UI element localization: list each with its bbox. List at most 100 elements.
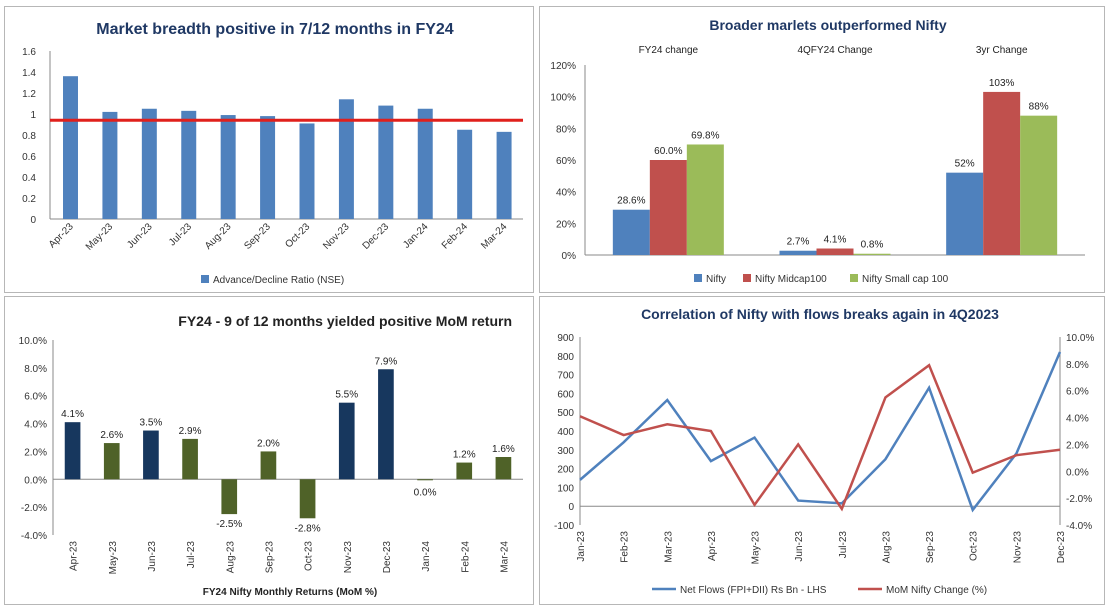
y-tick-label: 1.4 [22,68,36,79]
x-tick-label: Jun-23 [147,541,158,572]
legend: Net Flows (FPI+DII) Rs Bn - LHS MoM Nift… [652,585,987,596]
x-tick-label: Sep-23 [264,541,275,574]
bar-dec-23 [378,369,394,480]
x-tick-label: Jun-23 [125,221,155,251]
chart-title: Correlation of Nifty with flows breaks a… [641,306,999,322]
data-label: 1.6% [492,444,515,455]
x-tick-label: Jan-24 [401,221,431,251]
bar-sep-23 [260,451,277,480]
left-y-tick-label: 400 [557,427,574,438]
y-tick-label: -2.0% [21,503,47,514]
chart-title: Market breadth positive in 7/12 months i… [96,21,454,38]
bar-jul-23 [181,110,197,219]
x-tick-label: Feb-24 [440,221,470,251]
monthly-returns-chart: FY24 - 9 of 12 months yielded positive M… [19,313,523,598]
x-tick-label: Sep-23 [242,221,273,252]
data-label: 52% [955,159,975,170]
bar-apr-23 [64,422,81,480]
line-nifty-change [579,363,1061,512]
bar-apr-23 [63,76,78,219]
data-label: 88% [1029,102,1049,113]
x-tick-label: Feb-23 [620,531,631,563]
x-tick-label: Aug-23 [225,541,236,574]
y-tick-label: 40% [556,188,576,199]
legend: Nifty Nifty Midcap100 Nifty Small cap 10… [694,274,949,285]
data-label: 0.0% [414,487,437,498]
data-label: -2.8% [295,523,321,534]
bar-nifty-fy24-change [612,209,650,255]
x-tick-label: Apr-23 [707,531,718,561]
legend-swatch-advance-decline [201,275,209,283]
x-tick-label: Aug-23 [203,221,234,252]
bar-aug-23 [221,479,238,515]
bar-dec-23 [378,105,394,219]
bar-nifty-small-cap-100-fy24-change [686,144,724,255]
category-label: FY24 change [639,45,699,56]
data-label: 28.6% [617,196,645,207]
left-y-tick-label: 200 [557,465,574,476]
x-tick-label: Jun-23 [794,531,805,562]
broader-markets-chart: Broader marlets outperformed Nifty FY24 … [550,17,1085,285]
data-label: 60.0% [654,146,682,157]
x-tick-label: May-23 [108,541,119,575]
y-tick-label: 0 [30,215,36,226]
left-y-tick-label: 800 [557,352,574,363]
left-y-tick-label: 0 [568,502,574,513]
data-label: 1.2% [453,450,476,461]
category-label: 4QFY24 Change [797,45,872,56]
category-label: 3yr Change [976,45,1028,56]
y-tick-label: 0.4 [22,173,36,184]
y-tick-label: -4.0% [21,531,47,542]
bar-nifty-small-cap-100-4qfy24-change [853,253,891,255]
left-y-tick-label: 100 [557,483,574,494]
x-tick-label: Jul-23 [186,541,197,569]
y-tick-label: 0% [562,251,577,262]
y-tick-label: 120% [550,61,576,72]
bar-mar-24 [495,457,512,480]
x-tick-label: Nov-23 [343,541,354,574]
x-tick-label: Jan-24 [421,541,432,572]
right-y-tick-label: -2.0% [1066,494,1092,505]
x-tick-label: Oct-23 [304,541,315,571]
data-label: 2.6% [100,430,123,441]
data-label: 2.0% [257,438,280,449]
y-tick-label: 0.6 [22,152,36,163]
data-label: 7.9% [375,356,398,367]
x-tick-label: Jan-23 [576,531,587,562]
legend-swatch-nifty [694,274,702,282]
bar-feb-24 [457,129,473,219]
bar-mar-24 [496,131,512,219]
bar-jul-23 [182,438,198,480]
x-tick-label: Aug-23 [881,531,892,564]
bar-nifty-small-cap-100-3yr-change [1020,115,1058,256]
y-tick-label: 80% [556,124,576,135]
bar-sep-23 [260,116,276,219]
flows-correlation-chart: Correlation of Nifty with flows breaks a… [554,306,1094,596]
y-tick-label: 100% [550,93,576,104]
legend-label-nifty: Nifty [706,274,726,285]
left-y-tick-label: 700 [557,371,574,382]
monthly-returns-chart-panel: FY24 - 9 of 12 months yielded positive M… [4,296,534,605]
left-y-tick-label: 300 [557,446,574,457]
data-label: 4.1% [61,409,84,420]
y-tick-label: 20% [556,219,576,230]
bar-oct-23 [299,123,315,219]
data-label: 2.7% [787,237,810,248]
bar-nifty-3yr-change [946,172,984,255]
data-label: 2.9% [179,426,202,437]
x-tick-label: Dec-23 [382,541,393,574]
bar-jun-23 [141,108,157,219]
left-y-tick-label: 900 [557,333,574,344]
market-breadth-chart: Market breadth positive in 7/12 months i… [22,21,523,286]
x-tick-label: Oct-23 [283,221,312,250]
data-label: -2.5% [216,519,242,530]
line-net-flows [579,351,1062,513]
legend-label-net-flows: Net Flows (FPI+DII) Rs Bn - LHS [680,585,827,596]
bar-nifty-midcap100-3yr-change [983,91,1021,256]
bar-jan-24 [417,108,433,219]
bar-oct-23 [299,479,316,519]
y-tick-label: 4.0% [24,420,47,431]
bar-may-23 [102,111,118,219]
y-tick-label: 0.8 [22,131,36,142]
chart-title: FY24 - 9 of 12 months yielded positive M… [178,313,512,329]
